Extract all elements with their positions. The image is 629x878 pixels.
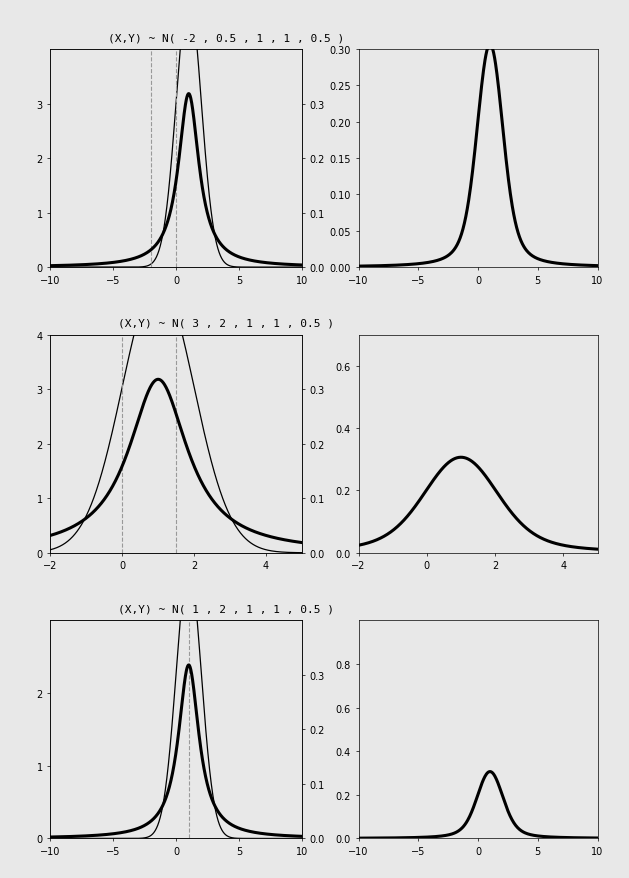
Text: (X,Y) ~ N( 1 , 2 , 1 , 1 , 0.5 ): (X,Y) ~ N( 1 , 2 , 1 , 1 , 0.5 ) xyxy=(118,604,335,614)
Text: (X,Y) ~ N( -2 , 0.5 , 1 , 1 , 0.5 ): (X,Y) ~ N( -2 , 0.5 , 1 , 1 , 0.5 ) xyxy=(108,33,345,43)
Text: (X,Y) ~ N( 3 , 2 , 1 , 1 , 0.5 ): (X,Y) ~ N( 3 , 2 , 1 , 1 , 0.5 ) xyxy=(118,319,335,328)
